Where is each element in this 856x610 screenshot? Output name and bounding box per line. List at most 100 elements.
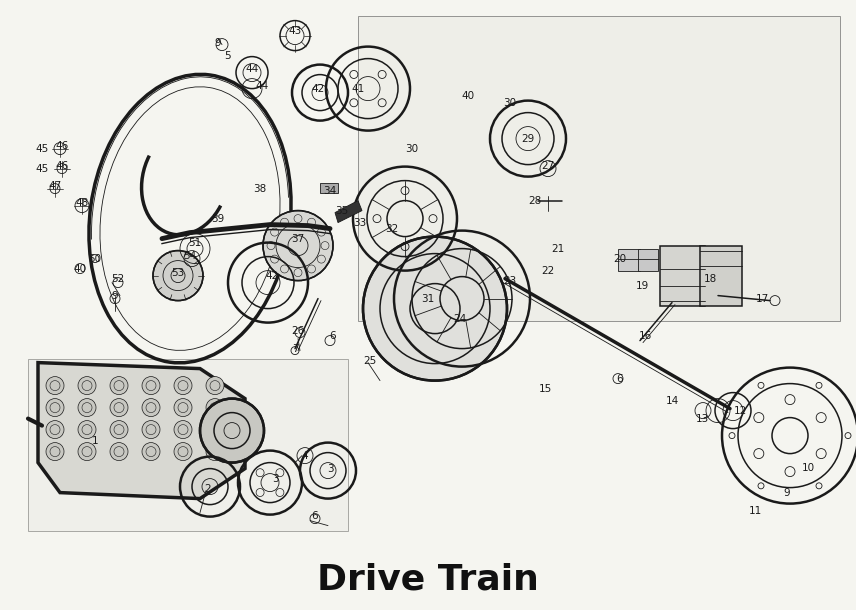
Text: 45: 45 xyxy=(35,143,49,154)
Circle shape xyxy=(174,421,192,439)
Text: 9: 9 xyxy=(111,290,118,301)
Text: 31: 31 xyxy=(421,293,435,304)
Text: 37: 37 xyxy=(291,234,305,243)
Text: 45: 45 xyxy=(35,163,49,174)
Bar xyxy=(320,182,338,193)
Text: 18: 18 xyxy=(704,274,716,284)
Text: 16: 16 xyxy=(639,331,651,340)
Text: 41: 41 xyxy=(351,84,365,93)
Polygon shape xyxy=(358,16,840,321)
Polygon shape xyxy=(38,362,245,498)
Circle shape xyxy=(46,443,64,461)
Text: 19: 19 xyxy=(635,281,649,290)
Text: 22: 22 xyxy=(541,265,555,276)
Text: 6: 6 xyxy=(616,373,623,384)
Text: 33: 33 xyxy=(354,218,366,228)
Circle shape xyxy=(110,421,128,439)
Text: 20: 20 xyxy=(614,254,627,264)
Text: 35: 35 xyxy=(336,206,348,215)
Text: 3: 3 xyxy=(271,473,278,484)
Polygon shape xyxy=(335,201,362,223)
Text: 2: 2 xyxy=(205,484,211,493)
Text: 6: 6 xyxy=(312,511,318,520)
Text: 17: 17 xyxy=(755,293,769,304)
Text: 6: 6 xyxy=(330,331,336,340)
Text: 10: 10 xyxy=(801,462,815,473)
Text: 38: 38 xyxy=(253,184,266,193)
Circle shape xyxy=(142,398,160,417)
Text: 42: 42 xyxy=(312,84,324,93)
Bar xyxy=(660,246,705,306)
Text: 23: 23 xyxy=(503,276,517,285)
Polygon shape xyxy=(28,359,348,531)
Text: 26: 26 xyxy=(291,326,305,336)
Text: 13: 13 xyxy=(695,414,709,423)
Text: 52: 52 xyxy=(111,274,125,284)
Circle shape xyxy=(110,443,128,461)
Text: 53: 53 xyxy=(171,268,185,278)
Circle shape xyxy=(78,398,96,417)
Circle shape xyxy=(46,398,64,417)
Text: 46: 46 xyxy=(56,140,68,151)
Text: 25: 25 xyxy=(364,356,377,365)
Text: 1: 1 xyxy=(92,436,98,445)
Circle shape xyxy=(206,421,224,439)
Text: 29: 29 xyxy=(521,134,535,143)
Circle shape xyxy=(78,421,96,439)
Text: 28: 28 xyxy=(528,196,542,206)
Circle shape xyxy=(46,421,64,439)
Text: 46: 46 xyxy=(56,160,68,171)
Text: 27: 27 xyxy=(541,160,555,171)
Text: 40: 40 xyxy=(461,91,474,101)
Text: 54: 54 xyxy=(183,251,197,260)
Text: 32: 32 xyxy=(385,224,399,234)
Circle shape xyxy=(206,376,224,395)
Circle shape xyxy=(78,376,96,395)
Circle shape xyxy=(110,376,128,395)
Text: Drive Train: Drive Train xyxy=(317,562,539,597)
Text: 50: 50 xyxy=(88,254,102,264)
Circle shape xyxy=(206,443,224,461)
Text: 40: 40 xyxy=(74,264,86,274)
Text: 11: 11 xyxy=(748,506,762,515)
Text: 42: 42 xyxy=(265,271,278,281)
Circle shape xyxy=(110,398,128,417)
Circle shape xyxy=(142,421,160,439)
Text: 39: 39 xyxy=(211,214,224,224)
Text: 48: 48 xyxy=(75,198,89,207)
Circle shape xyxy=(263,210,333,281)
Circle shape xyxy=(206,398,224,417)
Bar xyxy=(618,249,640,271)
Text: 15: 15 xyxy=(538,384,551,393)
Text: 3: 3 xyxy=(327,464,333,473)
Text: 30: 30 xyxy=(503,98,516,107)
Circle shape xyxy=(142,376,160,395)
Circle shape xyxy=(174,376,192,395)
Text: 30: 30 xyxy=(406,143,419,154)
Text: 9: 9 xyxy=(215,38,222,48)
Text: 14: 14 xyxy=(665,396,679,406)
Circle shape xyxy=(153,251,203,301)
Circle shape xyxy=(200,398,264,462)
Bar xyxy=(638,249,658,271)
Circle shape xyxy=(46,376,64,395)
Text: 51: 51 xyxy=(188,238,202,248)
Text: 44: 44 xyxy=(255,81,269,91)
Text: 43: 43 xyxy=(288,26,301,35)
Text: 9: 9 xyxy=(784,487,790,498)
Circle shape xyxy=(363,237,507,381)
Text: 47: 47 xyxy=(49,181,62,190)
Text: 7: 7 xyxy=(292,343,298,354)
Text: 12: 12 xyxy=(734,406,746,415)
Circle shape xyxy=(142,443,160,461)
Bar xyxy=(700,246,742,306)
Text: 4: 4 xyxy=(301,451,308,461)
Text: 5: 5 xyxy=(224,51,231,60)
Text: 24: 24 xyxy=(454,314,467,323)
Text: 44: 44 xyxy=(246,63,259,74)
Circle shape xyxy=(78,443,96,461)
Circle shape xyxy=(174,443,192,461)
Text: 21: 21 xyxy=(551,243,565,254)
Circle shape xyxy=(174,398,192,417)
Text: 34: 34 xyxy=(324,185,336,196)
